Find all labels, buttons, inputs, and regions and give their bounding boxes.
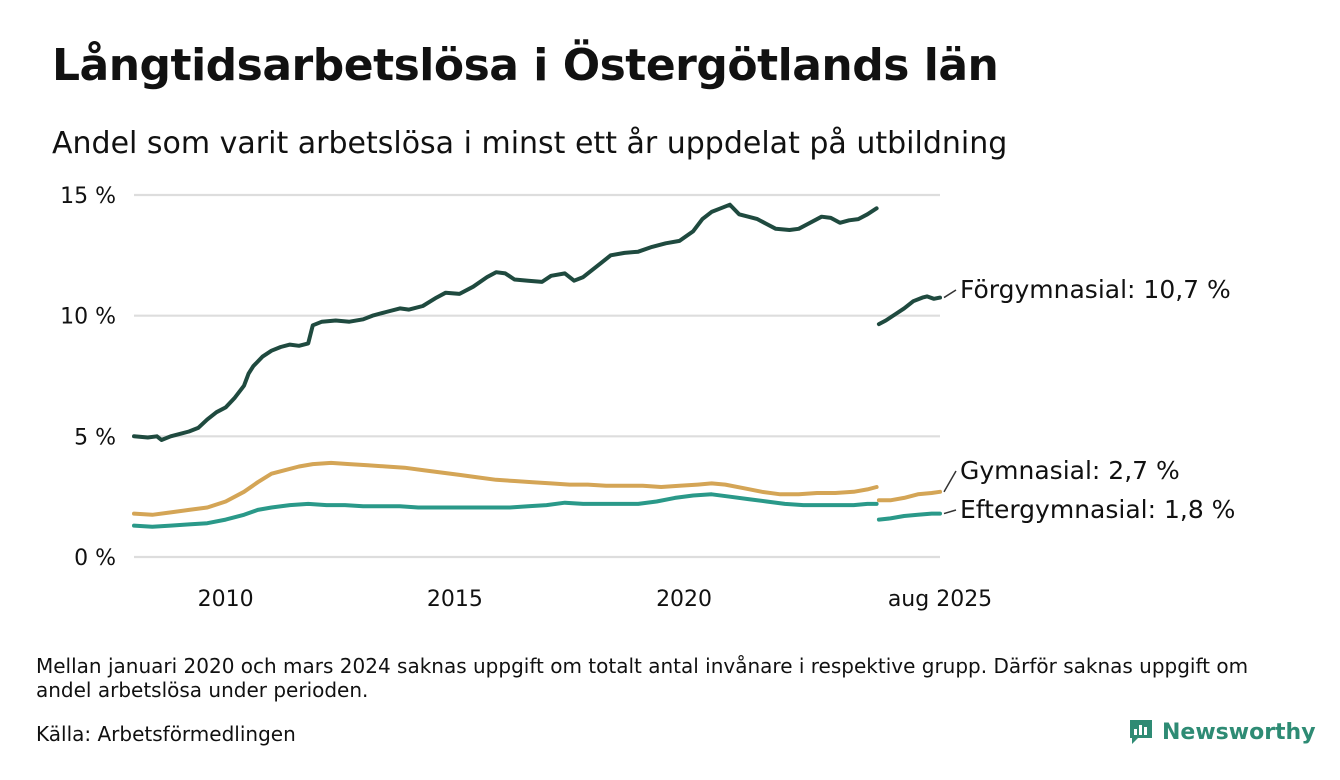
series-line bbox=[132, 492, 879, 529]
newsworthy-logo: Newsworthy bbox=[1128, 718, 1316, 746]
series-lines bbox=[132, 202, 942, 529]
chart-subtitle: Andel som varit arbetslösa i minst ett å… bbox=[52, 126, 1008, 161]
series-line bbox=[876, 511, 942, 522]
newsworthy-logo-icon bbox=[1130, 720, 1152, 744]
x-tick-label: 2010 bbox=[198, 587, 254, 612]
chart-title: Långtidsarbetslösa i Östergötlands län bbox=[52, 40, 999, 91]
series-end-labels: Förgymnasial: 10,7 % Gymnasial: 2,7 % Efte… bbox=[943, 275, 1235, 524]
series-line bbox=[132, 202, 879, 442]
y-tick-label: 0 % bbox=[74, 546, 116, 571]
end-label-leader bbox=[943, 509, 957, 515]
series-line bbox=[876, 294, 942, 327]
x-tick-label: 2015 bbox=[427, 587, 483, 612]
end-label-gymnasial: Gymnasial: 2,7 % bbox=[960, 456, 1180, 485]
end-label-förgymnasial: Förgymnasial: 10,7 % bbox=[960, 275, 1231, 304]
end-label-eftergymnasial: Eftergymnasial: 1,8 % bbox=[960, 495, 1235, 524]
footnote: Mellan januari 2020 och mars 2024 saknas… bbox=[36, 654, 1249, 702]
gridlines bbox=[134, 193, 940, 559]
series-line bbox=[876, 489, 942, 503]
series-eftergymnasial bbox=[132, 492, 942, 529]
line-chart: 0 % 5 % 10 % 15 % 2010 2015 2020 aug 2025 Förg… bbox=[60, 184, 1235, 612]
series-line bbox=[132, 460, 879, 517]
x-tick-label: 2020 bbox=[656, 587, 712, 612]
y-tick-label: 5 % bbox=[74, 425, 116, 450]
y-tick-label: 15 % bbox=[60, 184, 116, 209]
series-förgymnasial bbox=[132, 202, 942, 442]
end-label-leader bbox=[943, 289, 957, 299]
end-label-leader bbox=[943, 470, 957, 493]
source-text: Källa: Arbetsförmedlingen bbox=[36, 722, 296, 746]
newsworthy-logo-text: Newsworthy bbox=[1162, 719, 1316, 745]
y-tick-label: 10 % bbox=[60, 305, 116, 330]
x-axis-ticks: 2010 2015 2020 aug 2025 bbox=[198, 587, 993, 612]
series-gymnasial bbox=[132, 460, 942, 517]
x-tick-label: aug 2025 bbox=[888, 587, 992, 612]
y-axis-ticks: 0 % 5 % 10 % 15 % bbox=[60, 184, 116, 571]
